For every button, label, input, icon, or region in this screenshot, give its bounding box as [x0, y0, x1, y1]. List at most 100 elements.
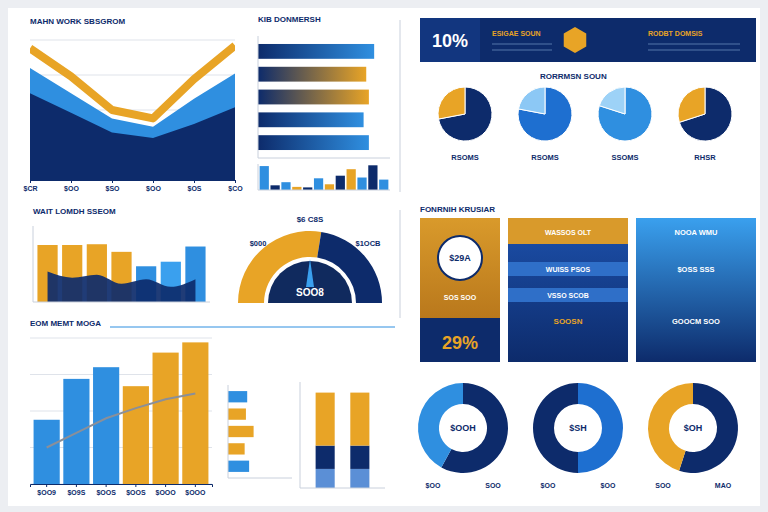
pie: [438, 87, 492, 141]
tick: $O9S: [67, 484, 85, 497]
bar: [260, 166, 269, 190]
bar-segment: [350, 446, 369, 469]
bar-segment: [350, 393, 369, 446]
pie: [598, 87, 652, 141]
chart-title: WAIT LOMDH SSEOM: [33, 207, 116, 216]
tick-mark: [46, 484, 47, 487]
center-disc: [672, 407, 714, 449]
card: [420, 218, 500, 318]
label: $SH: [569, 423, 587, 433]
line: [30, 46, 235, 119]
bar-segment: [316, 469, 335, 488]
bar: [281, 182, 290, 190]
plot: [258, 44, 374, 150]
infographic: MAHN WORK SBSGROM$CR$OO$SO$OO$OS$COKIB D…: [0, 0, 768, 512]
pie-title: RSOMS: [531, 153, 559, 162]
axis-line: [228, 385, 229, 478]
axis-line: [33, 226, 34, 302]
tick-mark: [195, 484, 196, 487]
axis-line: [228, 478, 292, 479]
donut: [533, 383, 623, 473]
x-axis: $CR$OO$SO$OO$OS$CO: [23, 180, 243, 193]
bar: [357, 178, 366, 190]
chart-title: EOM MEMT MOGA: [30, 319, 101, 328]
slice: [598, 87, 652, 141]
pointer: [306, 259, 314, 287]
card: [508, 218, 628, 244]
chart-title: $6 C8S: [297, 215, 324, 224]
background: [0, 0, 768, 512]
bar: [258, 135, 369, 150]
label: SOOSN: [554, 317, 583, 326]
tick-label: $OOS: [96, 489, 116, 497]
bar-segment: [316, 446, 335, 469]
slice: [518, 87, 572, 141]
bar: [379, 180, 388, 190]
axis-line: [31, 485, 213, 488]
bar: [258, 112, 364, 127]
label: RORRMSN SOUN: [540, 72, 607, 81]
axis-line: [300, 488, 385, 489]
tick-mark: [135, 484, 136, 487]
axis-line: [31, 181, 236, 184]
label: $OOH: [450, 423, 476, 433]
bar-segment: [350, 469, 369, 488]
tick: $OO: [64, 180, 79, 193]
area: [30, 93, 235, 180]
card: [636, 218, 756, 362]
tick-mark: [106, 484, 107, 487]
gauge: [238, 231, 382, 303]
section-title: FONRNIH KRUSIAR: [420, 205, 495, 214]
icon: [564, 27, 587, 53]
tick: $OOS: [96, 484, 116, 497]
donut: [418, 383, 508, 473]
bar: [228, 461, 249, 472]
tick-mark: [71, 180, 72, 183]
plot: [260, 165, 389, 190]
bar: [153, 353, 179, 484]
banner-value: 10%: [432, 31, 468, 51]
area: [48, 272, 196, 302]
label: $1OCB: [355, 239, 381, 248]
slice: [678, 87, 705, 122]
chart-title: MAHN WORK SBSGROM: [30, 17, 125, 26]
pie-title: RSOMS: [451, 153, 479, 162]
panel-background: [8, 8, 760, 506]
plot: [34, 342, 209, 484]
x-axis: $OO9$O9S$OOS$OOS$OOO$OOO: [31, 484, 213, 497]
bar: [182, 342, 208, 484]
tick-mark: [30, 180, 31, 183]
axis-line: [258, 158, 390, 159]
axis-line: [258, 190, 390, 191]
axis-line: [258, 164, 259, 190]
pie-title: RHSR: [694, 153, 716, 162]
bar: [34, 420, 60, 484]
label: $OO: [541, 482, 556, 490]
label: $000: [250, 239, 267, 248]
tick-label: $OOO: [155, 489, 176, 497]
card: [508, 244, 628, 362]
tick-mark: [112, 180, 113, 183]
pie: [678, 87, 732, 141]
stripe: [508, 288, 628, 302]
stripe: [508, 262, 628, 276]
axis-line: [258, 36, 259, 158]
tick: $OOO: [185, 484, 206, 497]
bar: [325, 184, 334, 190]
tick-label: $OO: [64, 185, 79, 193]
plot: [228, 391, 254, 472]
label: MAO: [715, 482, 732, 489]
bar-segment: [316, 393, 335, 446]
slice: [438, 87, 492, 141]
decor-line: [648, 44, 740, 45]
tick-label: $OO: [146, 185, 161, 193]
area: [30, 68, 235, 180]
tick: $OOS: [126, 484, 146, 497]
banner-accent: [420, 18, 480, 62]
tick: $CR: [23, 180, 37, 193]
slice: [518, 87, 545, 114]
chart-title: KIB DONMERSH: [258, 15, 321, 24]
pie-title: SSOMS: [611, 153, 638, 162]
banner: [420, 18, 756, 62]
label: RODBT DOMSIS: [648, 30, 703, 37]
